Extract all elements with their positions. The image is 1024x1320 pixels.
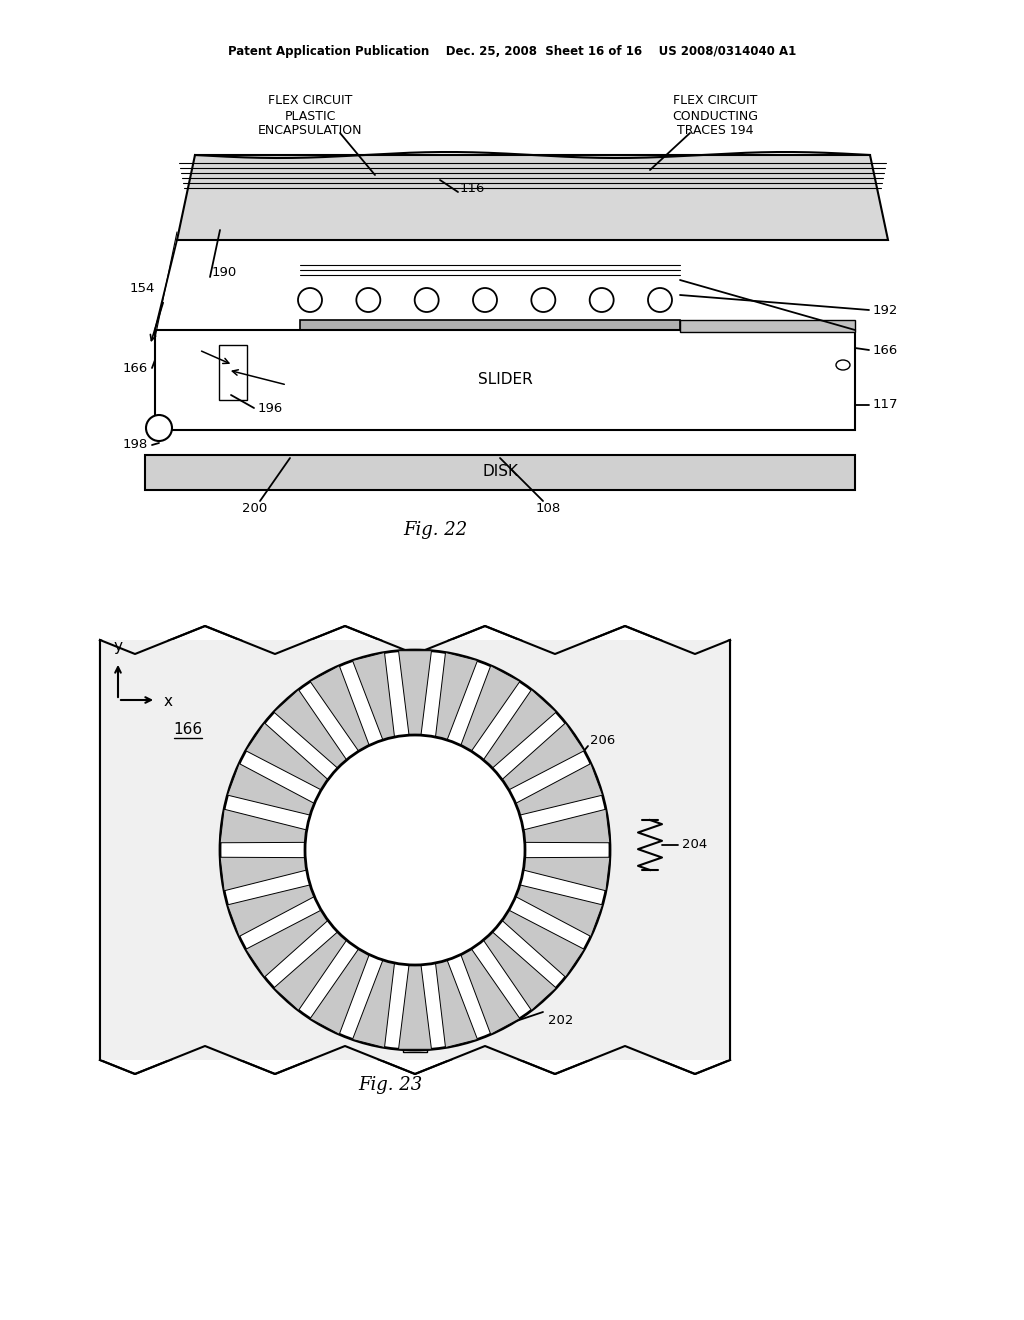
Bar bbox=[787, 330, 855, 380]
Text: 196: 196 bbox=[258, 401, 284, 414]
Text: SLIDER: SLIDER bbox=[477, 372, 532, 388]
Polygon shape bbox=[220, 857, 306, 891]
Ellipse shape bbox=[305, 735, 525, 965]
Bar bbox=[219, 345, 247, 400]
Polygon shape bbox=[515, 763, 602, 816]
Text: 164: 164 bbox=[400, 842, 429, 858]
Bar bbox=[300, 319, 680, 333]
Text: 166: 166 bbox=[173, 722, 203, 738]
Polygon shape bbox=[461, 949, 520, 1035]
Text: 190: 190 bbox=[212, 265, 238, 279]
Circle shape bbox=[531, 288, 555, 312]
Text: FLEX CIRCUIT
CONDUCTING
TRACES 194: FLEX CIRCUIT CONDUCTING TRACES 194 bbox=[672, 95, 758, 137]
Polygon shape bbox=[435, 652, 477, 741]
Polygon shape bbox=[398, 965, 431, 1049]
Circle shape bbox=[648, 288, 672, 312]
Bar bbox=[100, 640, 730, 1060]
Text: Fig. 22: Fig. 22 bbox=[402, 521, 467, 539]
Circle shape bbox=[415, 288, 438, 312]
Polygon shape bbox=[177, 154, 888, 240]
Text: 117: 117 bbox=[873, 399, 898, 412]
Text: x: x bbox=[164, 694, 173, 710]
Text: FLEX CIRCUIT
PLASTIC
ENCAPSULATION: FLEX CIRCUIT PLASTIC ENCAPSULATION bbox=[258, 95, 362, 137]
Polygon shape bbox=[461, 665, 520, 751]
Polygon shape bbox=[246, 909, 328, 977]
Bar bbox=[155, 330, 217, 430]
Bar bbox=[680, 319, 855, 333]
Text: 108: 108 bbox=[536, 502, 560, 515]
Text: 116: 116 bbox=[460, 182, 485, 195]
Polygon shape bbox=[227, 884, 314, 936]
Polygon shape bbox=[502, 909, 585, 977]
Circle shape bbox=[356, 288, 380, 312]
Text: DISK: DISK bbox=[482, 465, 518, 479]
Text: 198: 198 bbox=[123, 438, 148, 451]
Polygon shape bbox=[273, 689, 347, 768]
Bar bbox=[163, 366, 181, 388]
Circle shape bbox=[298, 288, 322, 312]
Bar bbox=[792, 335, 840, 355]
Text: 192: 192 bbox=[873, 304, 898, 317]
Polygon shape bbox=[483, 689, 556, 768]
Circle shape bbox=[146, 414, 172, 441]
Text: 166: 166 bbox=[123, 362, 148, 375]
Text: 206: 206 bbox=[590, 734, 615, 747]
Polygon shape bbox=[227, 763, 314, 816]
Text: Patent Application Publication    Dec. 25, 2008  Sheet 16 of 16    US 2008/03140: Patent Application Publication Dec. 25, … bbox=[228, 45, 796, 58]
Text: 166: 166 bbox=[873, 343, 898, 356]
Text: 154: 154 bbox=[130, 281, 155, 294]
Polygon shape bbox=[398, 651, 431, 735]
Ellipse shape bbox=[836, 360, 850, 370]
Polygon shape bbox=[523, 857, 610, 891]
Polygon shape bbox=[310, 949, 370, 1035]
Polygon shape bbox=[310, 665, 370, 751]
Text: y: y bbox=[114, 639, 123, 653]
Polygon shape bbox=[502, 723, 585, 789]
Polygon shape bbox=[435, 960, 477, 1048]
Polygon shape bbox=[246, 723, 328, 789]
Bar bbox=[155, 330, 855, 430]
Polygon shape bbox=[515, 884, 602, 936]
Bar bbox=[160, 334, 210, 362]
Polygon shape bbox=[352, 960, 394, 1048]
Polygon shape bbox=[273, 932, 347, 1010]
Polygon shape bbox=[352, 652, 394, 741]
Bar bbox=[403, 964, 427, 1052]
Text: 200: 200 bbox=[243, 502, 267, 515]
Text: Fig. 23: Fig. 23 bbox=[357, 1076, 422, 1094]
Polygon shape bbox=[220, 809, 306, 842]
Text: 204: 204 bbox=[682, 838, 708, 851]
Circle shape bbox=[590, 288, 613, 312]
Text: 202: 202 bbox=[548, 1014, 573, 1027]
Bar bbox=[145, 455, 855, 490]
Ellipse shape bbox=[220, 649, 610, 1049]
Polygon shape bbox=[483, 932, 556, 1010]
Circle shape bbox=[473, 288, 497, 312]
Polygon shape bbox=[523, 809, 610, 842]
